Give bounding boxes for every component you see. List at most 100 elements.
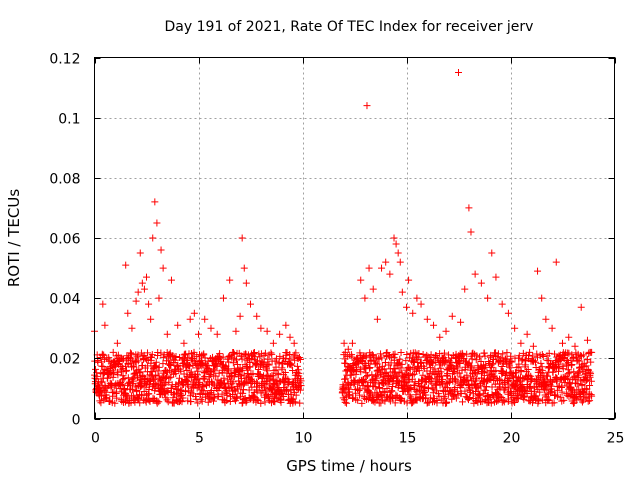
data-point	[358, 399, 366, 407]
data-point	[238, 355, 246, 363]
data-point	[365, 364, 373, 372]
data-point	[341, 398, 349, 406]
data-point	[482, 386, 490, 394]
data-point	[545, 396, 553, 404]
data-point	[544, 395, 552, 403]
data-point	[113, 339, 121, 347]
data-point	[264, 355, 272, 363]
data-point	[155, 363, 163, 371]
data-point	[514, 386, 522, 394]
data-point	[398, 369, 406, 377]
data-point	[483, 368, 491, 376]
data-point	[578, 382, 586, 390]
data-point	[383, 348, 391, 356]
data-point	[126, 349, 134, 357]
data-point	[353, 354, 361, 362]
data-point	[538, 366, 546, 374]
data-point	[583, 385, 591, 393]
y-tick-label: 0.06	[49, 232, 80, 248]
data-point	[455, 69, 462, 77]
data-point	[254, 357, 262, 365]
data-point	[105, 357, 113, 365]
data-point	[529, 342, 537, 350]
data-point	[495, 395, 503, 403]
data-point	[103, 394, 111, 402]
data-point	[369, 397, 377, 405]
data-point	[194, 371, 202, 379]
axis-ticks	[94, 57, 616, 420]
data-point	[388, 387, 396, 395]
data-point	[438, 372, 446, 380]
data-point	[147, 315, 155, 323]
data-point	[291, 398, 299, 406]
data-point	[271, 398, 279, 406]
data-point	[492, 349, 500, 357]
data-point	[371, 383, 379, 391]
data-point	[135, 395, 143, 403]
data-point	[437, 368, 445, 376]
data-point	[207, 324, 215, 332]
data-point	[257, 399, 265, 407]
data-point	[239, 389, 247, 397]
data-point	[465, 204, 473, 212]
data-point	[265, 361, 273, 369]
data-point	[148, 368, 156, 376]
data-point	[194, 375, 202, 383]
data-point	[373, 374, 381, 382]
data-point	[543, 386, 551, 394]
data-point	[296, 386, 304, 394]
data-point	[443, 371, 451, 379]
data-point	[187, 356, 195, 364]
y-tick-label: 0.04	[49, 292, 80, 308]
data-point	[238, 234, 246, 242]
y-axis-label: ROTI / TECUs	[5, 189, 23, 287]
data-point	[514, 395, 522, 403]
data-point	[343, 399, 351, 407]
data-point	[363, 102, 371, 110]
data-point	[548, 388, 556, 396]
x-tick-label: 5	[195, 431, 204, 447]
data-point	[538, 294, 546, 302]
data-point	[247, 300, 254, 308]
data-point	[442, 327, 450, 335]
data-point	[503, 349, 511, 357]
data-point	[526, 384, 534, 392]
data-point	[137, 368, 145, 376]
data-point	[515, 352, 523, 360]
data-point	[531, 358, 539, 366]
data-point	[515, 360, 523, 368]
data-point	[454, 364, 462, 372]
data-points	[91, 69, 596, 407]
data-point	[369, 285, 377, 293]
data-point	[129, 377, 137, 385]
data-point	[119, 376, 127, 384]
data-point	[276, 330, 284, 338]
data-point	[362, 352, 370, 360]
data-point	[122, 391, 130, 399]
data-point	[344, 345, 352, 353]
data-point	[269, 339, 277, 347]
data-point	[349, 394, 357, 402]
data-point	[111, 399, 119, 407]
y-tick-label: 0.08	[49, 172, 80, 188]
data-point	[354, 396, 362, 404]
data-point	[222, 388, 230, 396]
data-point	[257, 324, 265, 332]
data-point	[283, 387, 291, 395]
data-point	[211, 367, 219, 375]
data-point	[186, 315, 194, 323]
data-point	[143, 273, 150, 281]
x-tick-label: 20	[503, 431, 521, 447]
data-point	[230, 373, 238, 381]
data-point	[155, 372, 163, 380]
data-point	[114, 351, 122, 359]
data-point	[144, 349, 152, 357]
data-point	[406, 384, 414, 392]
data-point	[535, 397, 543, 405]
data-point	[555, 364, 563, 372]
data-point	[271, 389, 279, 397]
data-point	[152, 358, 160, 366]
data-point	[467, 362, 475, 370]
data-point	[417, 358, 425, 366]
data-point	[94, 358, 102, 366]
